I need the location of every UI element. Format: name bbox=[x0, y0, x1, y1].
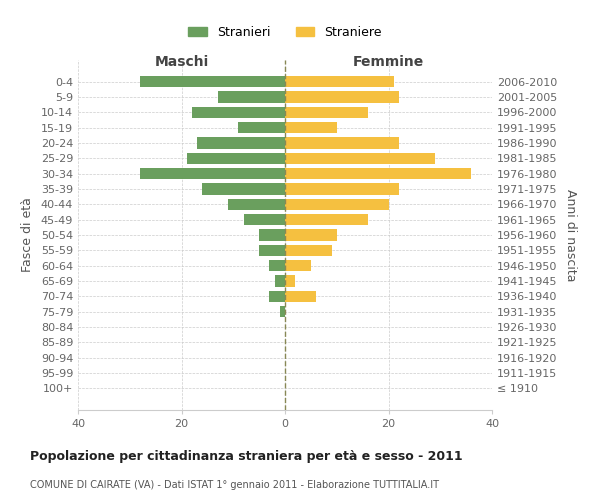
Bar bbox=[202, 183, 285, 194]
Bar bbox=[140, 76, 285, 88]
Bar bbox=[285, 244, 332, 256]
Bar bbox=[285, 91, 399, 102]
Bar bbox=[140, 168, 285, 179]
Bar bbox=[269, 290, 285, 302]
Text: Maschi: Maschi bbox=[154, 56, 209, 70]
Bar bbox=[285, 290, 316, 302]
Y-axis label: Anni di nascita: Anni di nascita bbox=[565, 188, 577, 281]
Bar bbox=[187, 152, 285, 164]
Bar bbox=[285, 229, 337, 241]
Bar bbox=[280, 306, 285, 318]
Bar bbox=[285, 122, 337, 134]
Bar bbox=[269, 260, 285, 272]
Bar bbox=[192, 106, 285, 118]
Bar bbox=[259, 244, 285, 256]
Bar bbox=[285, 152, 435, 164]
Text: COMUNE DI CAIRATE (VA) - Dati ISTAT 1° gennaio 2011 - Elaborazione TUTTITALIA.IT: COMUNE DI CAIRATE (VA) - Dati ISTAT 1° g… bbox=[30, 480, 439, 490]
Bar bbox=[285, 214, 368, 226]
Bar bbox=[259, 229, 285, 241]
Y-axis label: Fasce di età: Fasce di età bbox=[21, 198, 34, 272]
Bar bbox=[285, 183, 399, 194]
Bar bbox=[285, 198, 389, 210]
Bar bbox=[244, 214, 285, 226]
Text: Femmine: Femmine bbox=[353, 56, 424, 70]
Text: Popolazione per cittadinanza straniera per età e sesso - 2011: Popolazione per cittadinanza straniera p… bbox=[30, 450, 463, 463]
Bar bbox=[285, 168, 472, 179]
Bar bbox=[285, 137, 399, 148]
Bar bbox=[285, 276, 295, 287]
Legend: Stranieri, Straniere: Stranieri, Straniere bbox=[183, 20, 387, 44]
Bar bbox=[218, 91, 285, 102]
Bar bbox=[197, 137, 285, 148]
Bar bbox=[285, 260, 311, 272]
Bar bbox=[285, 106, 368, 118]
Bar bbox=[238, 122, 285, 134]
Bar bbox=[275, 276, 285, 287]
Bar bbox=[285, 76, 394, 88]
Bar bbox=[228, 198, 285, 210]
